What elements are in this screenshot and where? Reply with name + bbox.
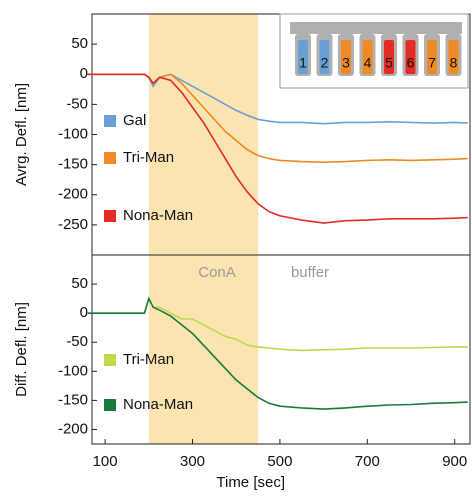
legend-swatch [104,115,116,127]
chip-top [290,22,462,34]
x-axis-label: Time [sec] [216,474,285,491]
y-tick-label: -50 [66,333,88,350]
chip-fill [362,40,373,74]
inset-label: 8 [450,55,458,71]
y-tick-label: -100 [58,125,88,142]
annotation: buffer [291,264,329,281]
legend-swatch [104,152,116,164]
chip-fill [384,40,394,74]
legend-label: Gal [123,112,146,129]
chip-fill [448,40,459,74]
chip-fill [298,40,308,74]
inset-label: 5 [385,55,393,71]
y-tick-label: 50 [71,35,88,52]
chip-fill [341,40,351,74]
y-tick-label: -50 [66,95,88,112]
y-axis-label: Diff. Defl. [nm] [13,302,30,397]
chip-fill [405,40,416,74]
y-axis-label: Avrg. Defl. [nm] [13,83,30,186]
y-tick-label: 50 [71,275,88,292]
legend-swatch [104,354,116,366]
inset-label: 6 [407,55,415,71]
y-tick-label: -150 [58,156,88,173]
x-tick-label: 700 [355,453,380,470]
chip-fill [427,40,437,74]
plot-frame [91,254,471,445]
x-tick-label: 300 [180,453,205,470]
legend-label: Nona-Man [123,207,193,224]
x-tick-label: 100 [93,453,118,470]
data-line [87,296,468,352]
y-tick-label: -200 [58,420,88,437]
highlight-region [148,14,259,255]
y-tick-label: -100 [58,362,88,379]
y-tick-label: -250 [58,216,88,233]
inset-label: 2 [321,55,329,71]
x-tick-label: 900 [442,453,467,470]
data-line [87,296,468,410]
legend-swatch [104,210,116,222]
y-tick-label: -150 [58,391,88,408]
chip-fill [319,40,330,74]
y-tick-label: 0 [80,304,88,321]
highlight-region [148,255,259,444]
legend-swatch [104,399,116,411]
x-tick-label: 500 [267,453,292,470]
legend-label: Nona-Man [123,396,193,413]
inset-label: 4 [364,55,372,71]
inset-label: 3 [342,55,350,71]
inset-label: 1 [299,55,307,71]
annotation: ConA [198,264,236,281]
y-tick-label: -200 [58,186,88,203]
inset-label: 7 [428,55,436,71]
legend-label: Tri-Man [123,149,174,166]
legend-label: Tri-Man [123,351,174,368]
y-tick-label: 0 [80,65,88,82]
data-line [87,73,468,224]
